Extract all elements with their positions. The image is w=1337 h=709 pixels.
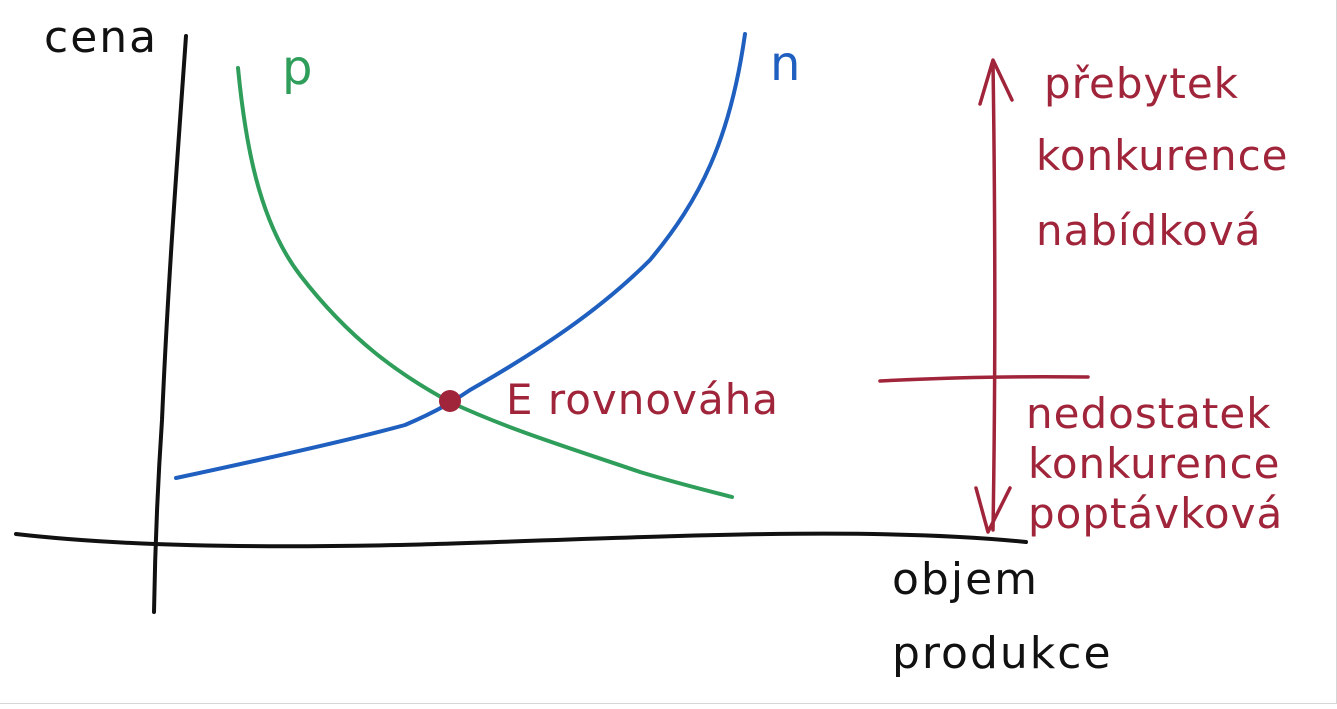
demand-curve <box>236 66 734 499</box>
surplus-line1: přebytek <box>1044 59 1239 108</box>
x-axis-label-line1: objem <box>892 554 1039 605</box>
supply-label: n <box>770 36 800 92</box>
surplus-line2: konkurence <box>1036 131 1289 180</box>
arrow-down-head <box>974 486 1012 534</box>
y-axis <box>152 34 188 614</box>
demand-label: p <box>282 40 312 96</box>
equilibrium-label: E rovnováha <box>506 375 779 424</box>
supply-curve <box>174 32 747 480</box>
vertical-arrow-shaft <box>991 60 997 532</box>
arrow-up-head <box>978 58 1014 106</box>
y-axis-label: cena <box>44 12 158 63</box>
x-axis-label-line2: produkce <box>892 628 1113 679</box>
equilibrium-point <box>439 390 461 412</box>
surplus-line3: nabídková <box>1036 206 1261 255</box>
shortage-line1: nedostatek <box>1026 389 1272 438</box>
shortage-line3: poptávková <box>1028 489 1283 538</box>
shortage-line2: konkurence <box>1028 439 1281 488</box>
price-level-line <box>878 374 1090 383</box>
x-axis <box>14 531 1028 549</box>
